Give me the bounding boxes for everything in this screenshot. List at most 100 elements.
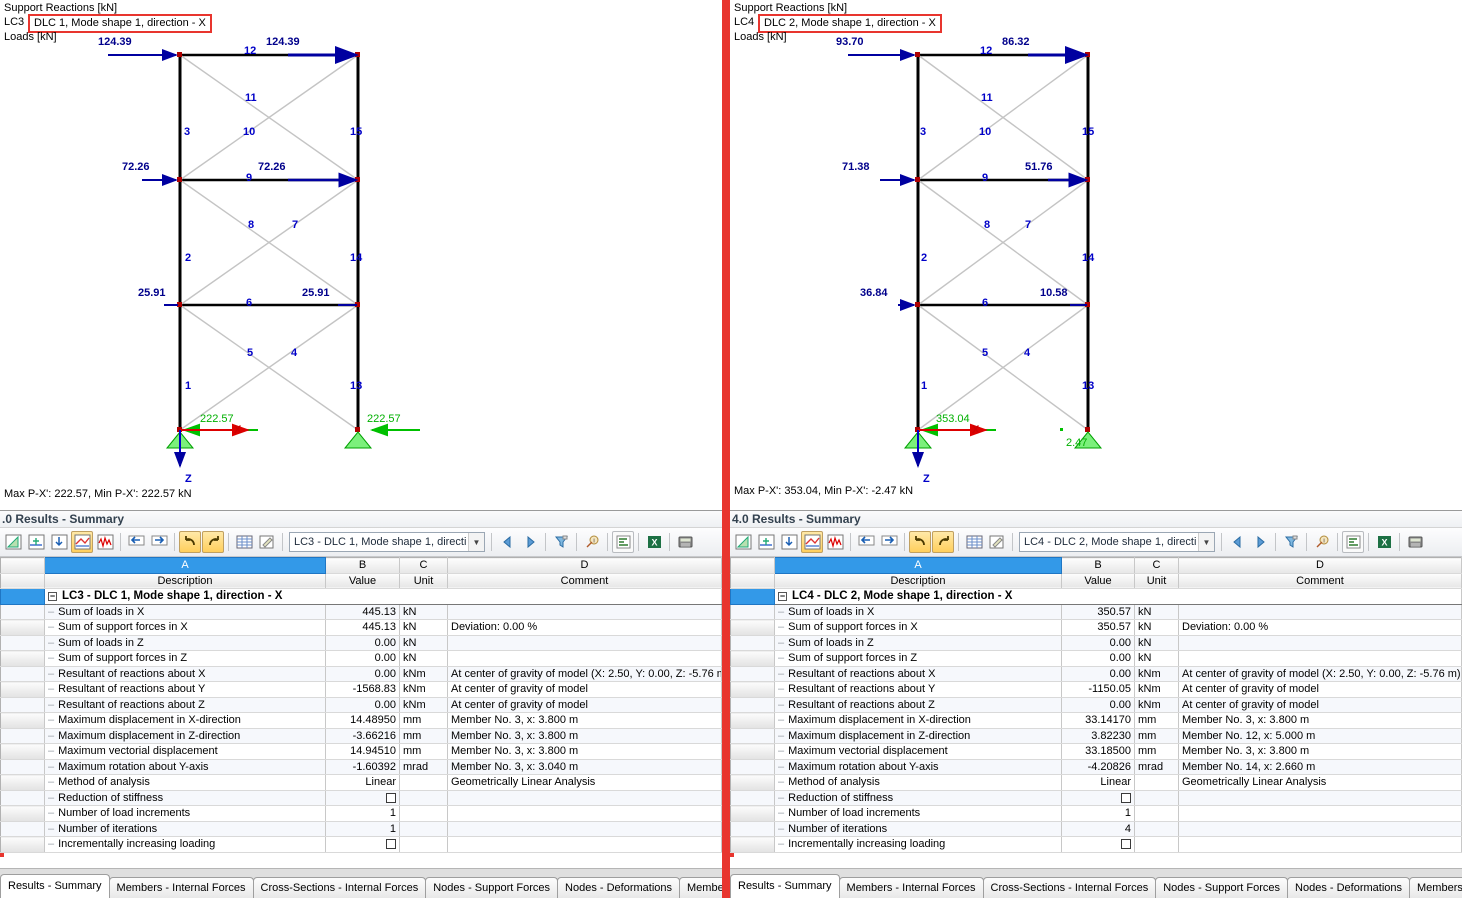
row-number[interactable] — [0, 805, 45, 822]
table-view-icon[interactable] — [963, 531, 985, 553]
cell-comment[interactable] — [1178, 604, 1462, 620]
left-results-table-wrap[interactable]: A B C D Description Value Unit Comment — [0, 557, 722, 868]
table-row[interactable]: – Reduction of stiffness — [0, 789, 722, 806]
right-results-toolbar[interactable]: LC4 - DLC 2, Mode shape 1, directi ▼ i — [730, 528, 1462, 557]
cell-unit[interactable]: kNm — [1134, 697, 1179, 713]
cell-unit[interactable]: mm — [1134, 743, 1179, 760]
cell-comment[interactable] — [1178, 836, 1462, 853]
table-row[interactable]: – Maximum vectorial displacement 33.18500 m… — [730, 743, 1462, 760]
column-letter-d[interactable]: D — [447, 557, 722, 574]
row-number[interactable] — [0, 681, 45, 698]
cell-value[interactable]: 33.14170 — [1061, 712, 1135, 729]
row-number[interactable] — [0, 774, 45, 791]
cell-comment[interactable] — [447, 790, 722, 806]
column-letter-a[interactable]: A — [774, 557, 1062, 574]
export-excel-icon[interactable]: X — [1373, 531, 1395, 553]
cell-value[interactable]: 445.13 — [325, 604, 400, 620]
cell-value[interactable]: -4.20826 — [1061, 759, 1135, 775]
info-icon[interactable]: i — [581, 531, 603, 553]
collapse-icon[interactable]: − — [778, 590, 787, 601]
cell-value[interactable]: 0.00 — [1061, 666, 1135, 682]
cell-comment[interactable]: At center of gravity of model — [447, 681, 722, 698]
cell-description[interactable]: – Maximum displacement in Z-direction — [774, 728, 1062, 744]
filter-icon[interactable] — [1280, 531, 1302, 553]
loadcase-selector[interactable]: LC3 - DLC 1, Mode shape 1, directi ▼ — [289, 532, 485, 552]
cell-value[interactable]: 0.00 — [325, 697, 400, 713]
cell-unit[interactable]: kNm — [1134, 681, 1179, 698]
grid-corner[interactable] — [730, 557, 775, 574]
cell-description[interactable]: – Number of iterations — [774, 821, 1062, 837]
cell-unit[interactable]: kNm — [399, 666, 448, 682]
cell-value[interactable]: 350.57 — [1061, 619, 1135, 636]
cell-description[interactable]: – Resultant of reactions about Z — [774, 697, 1062, 713]
cell-value[interactable]: 0.00 — [1061, 650, 1135, 667]
row-number[interactable] — [0, 836, 45, 853]
table-settings-icon[interactable] — [1342, 531, 1364, 553]
info-icon[interactable]: i — [1311, 531, 1333, 553]
table-row[interactable]: – Number of load increments 1 — [730, 805, 1462, 822]
table-row[interactable]: – Incrementally increasing loading — [730, 836, 1462, 853]
cell-description[interactable]: – Sum of support forces in X — [44, 619, 326, 636]
cell-value[interactable]: 1 — [1061, 805, 1135, 822]
cell-comment[interactable] — [1178, 805, 1462, 822]
cell-unit[interactable]: kN — [1134, 604, 1179, 620]
table-settings-icon[interactable] — [612, 531, 634, 553]
cell-description[interactable]: – Sum of loads in Z — [44, 635, 326, 651]
previous-table-icon[interactable] — [125, 531, 147, 553]
cell-description[interactable]: – Incrementally increasing loading — [44, 836, 326, 853]
show-max-icon[interactable] — [755, 531, 777, 553]
table-row[interactable]: – Resultant of reactions about Y -1568.83 k… — [0, 681, 722, 698]
cell-value[interactable] — [1061, 790, 1135, 806]
cell-comment[interactable] — [447, 635, 722, 651]
table-row[interactable]: – Maximum displacement in X-direction 33.1… — [730, 712, 1462, 729]
cell-description[interactable]: – Incrementally increasing loading — [774, 836, 1062, 853]
prev-loadcase-icon[interactable] — [496, 531, 518, 553]
cell-comment[interactable] — [447, 821, 722, 837]
cell-comment[interactable]: At center of gravity of model — [1178, 697, 1462, 713]
cell-unit[interactable]: kN — [399, 604, 448, 620]
cell-description[interactable]: – Maximum displacement in X-direction — [774, 712, 1062, 729]
table-row[interactable]: – Incrementally increasing loading — [0, 836, 722, 853]
table-row[interactable]: – Method of analysis Linear Geometrically L… — [730, 774, 1462, 791]
cell-unit[interactable]: mm — [399, 712, 448, 729]
cell-value[interactable] — [325, 836, 400, 853]
cell-description[interactable]: – Resultant of reactions about X — [44, 666, 326, 682]
cell-unit[interactable]: kN — [399, 635, 448, 651]
cell-value[interactable]: 1 — [325, 821, 400, 837]
result-diagram-icon[interactable] — [801, 531, 823, 553]
show-max-icon[interactable] — [25, 531, 47, 553]
cell-unit[interactable] — [1134, 821, 1179, 837]
tab-cross-sections-internal-forces[interactable]: Cross-Sections - Internal Forces — [252, 877, 427, 898]
cell-value[interactable] — [325, 790, 400, 806]
right-results-table[interactable]: A B C D Description Value Unit Comment — [730, 557, 1462, 853]
redo-icon[interactable] — [202, 531, 224, 553]
cell-description[interactable]: – Method of analysis — [44, 774, 326, 791]
calculator-icon[interactable] — [1404, 531, 1426, 553]
row-number[interactable] — [0, 665, 45, 682]
row-number[interactable] — [0, 712, 45, 729]
table-row[interactable]: – Maximum displacement in Z-direction -3.6… — [0, 727, 722, 744]
collapse-icon[interactable]: − — [48, 590, 57, 601]
chevron-down-icon[interactable]: ▼ — [1198, 533, 1214, 551]
cell-comment[interactable] — [1178, 790, 1462, 806]
row-number[interactable] — [0, 820, 45, 837]
cell-description[interactable]: – Maximum rotation about Y-axis — [44, 759, 326, 775]
cell-unit[interactable]: kN — [399, 650, 448, 667]
row-number[interactable] — [730, 619, 775, 636]
table-row[interactable]: – Maximum vectorial displacement 14.94510 m… — [0, 743, 722, 760]
cell-unit[interactable] — [399, 805, 448, 822]
cell-value[interactable]: 0.00 — [1061, 697, 1135, 713]
cell-unit[interactable]: mrad — [399, 759, 448, 775]
right-bottom-tabs[interactable]: Results - Summary Members - Internal Forc… — [730, 868, 1462, 898]
cell-description[interactable]: – Method of analysis — [774, 774, 1062, 791]
tab-members-internal-forces[interactable]: Members - Internal Forces — [838, 877, 984, 898]
cell-description[interactable]: – Resultant of reactions about X — [774, 666, 1062, 682]
cell-description[interactable]: – Sum of support forces in X — [774, 619, 1062, 636]
checkbox-unchecked[interactable] — [1121, 839, 1131, 850]
cell-description[interactable]: – Number of iterations — [44, 821, 326, 837]
cell-value[interactable]: Linear — [325, 774, 400, 791]
right-graphics-view[interactable]: Support Reactions [kN] LC4 DLC 2, Mode s… — [730, 0, 1462, 510]
row-number[interactable] — [0, 588, 45, 605]
table-row[interactable]: – Method of analysis Linear Geometrically L… — [0, 774, 722, 791]
cell-value[interactable]: -1.60392 — [325, 759, 400, 775]
